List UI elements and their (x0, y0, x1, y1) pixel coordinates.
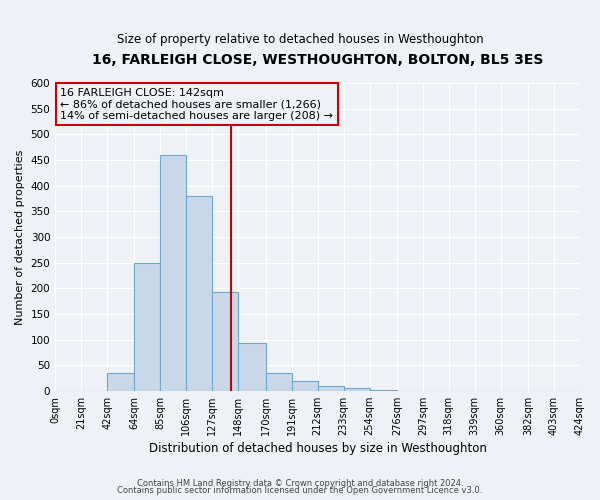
X-axis label: Distribution of detached houses by size in Westhoughton: Distribution of detached houses by size … (149, 442, 487, 455)
Bar (238, 343, 266, 391)
Text: Size of property relative to detached houses in Westhoughton: Size of property relative to detached ho… (116, 32, 484, 46)
Bar (160, 155, 187, 391)
Text: Contains HM Land Registry data © Crown copyright and database right 2024.: Contains HM Land Registry data © Crown c… (137, 478, 463, 488)
Bar (317, 386, 344, 391)
Bar (266, 373, 292, 391)
Text: Contains public sector information licensed under the Open Government Licence v3: Contains public sector information licen… (118, 486, 482, 495)
Bar (370, 390, 397, 391)
Bar (344, 388, 370, 391)
Title: 16, FARLEIGH CLOSE, WESTHOUGHTON, BOLTON, BL5 3ES: 16, FARLEIGH CLOSE, WESTHOUGHTON, BOLTON… (92, 52, 543, 66)
Text: 16 FARLEIGH CLOSE: 142sqm
← 86% of detached houses are smaller (1,266)
14% of se: 16 FARLEIGH CLOSE: 142sqm ← 86% of detac… (61, 88, 334, 121)
Bar (292, 380, 317, 391)
Bar (212, 292, 238, 391)
Y-axis label: Number of detached properties: Number of detached properties (15, 149, 25, 324)
Bar (134, 262, 160, 391)
Bar (107, 373, 134, 391)
Bar (187, 196, 212, 391)
